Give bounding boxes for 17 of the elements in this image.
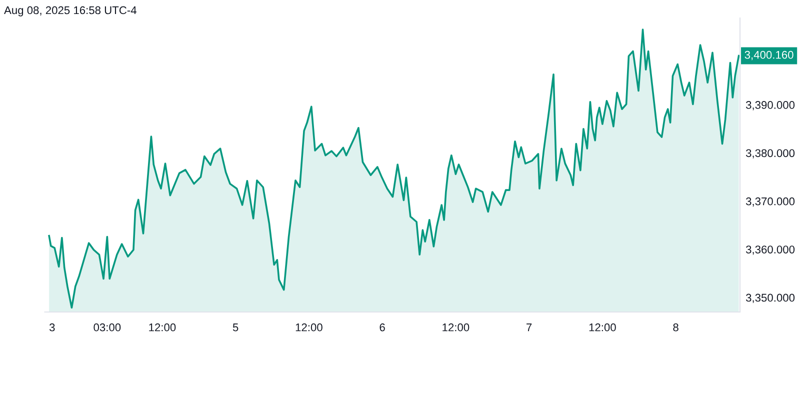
x-tick-label: 12:00 — [149, 323, 176, 332]
x-tick-label: 7 — [526, 324, 532, 332]
x-tick-label: 03:00 — [94, 323, 121, 332]
x-tick-label: 3 — [49, 323, 55, 332]
x-tick-label: 8 — [673, 323, 678, 332]
text: Aug 08, 2025 16:58 UTC-4 — [4, 6, 136, 16]
y-tick-label: 3,370.000 — [746, 197, 795, 207]
x-tick-label: 12:00 — [589, 323, 616, 332]
y-tick-label: 3,390.000 — [746, 101, 795, 110]
x-tick-label: 12:00 — [442, 323, 470, 332]
y-tick-label: 3,350.000 — [746, 294, 795, 303]
y-tick-label: 3,380.000 — [746, 149, 795, 158]
y-tick-label: 3,360.000 — [746, 246, 795, 255]
x-tick-label: 6 — [380, 323, 385, 332]
x-tick-label: 5 — [232, 324, 238, 332]
x-tick-label: 12:00 — [296, 323, 322, 332]
annotation: 3,400.160 — [744, 50, 794, 60]
